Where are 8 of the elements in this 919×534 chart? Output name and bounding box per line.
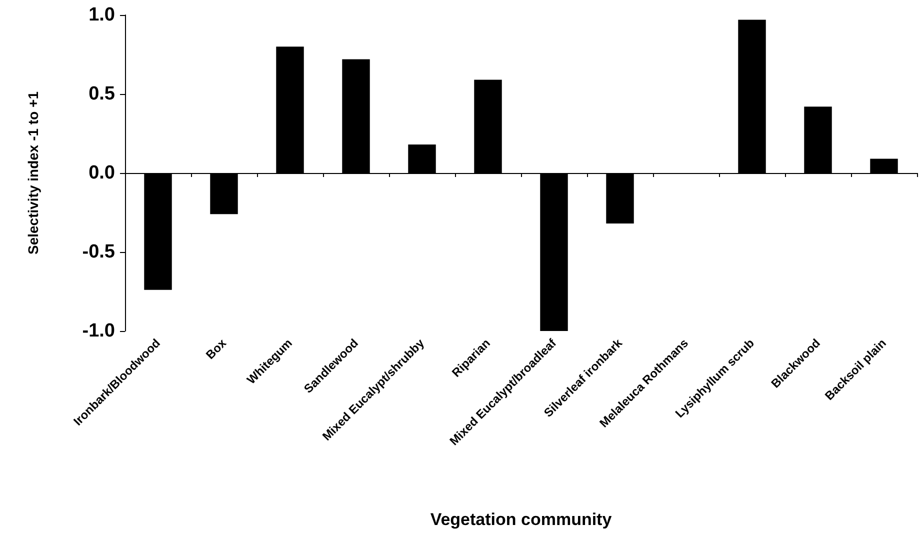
y-tick-label: -1.0 [82,320,115,342]
y-tick-label: -0.5 [82,242,116,262]
y-tick-label: 0.5 [88,84,116,104]
y-tick-label: 1.0 [88,4,115,26]
y-axis-title: Selectivity index -1 to +1 [25,91,41,255]
x-axis-title: Vegetation community [430,510,612,529]
y-tick-label: 0.0 [88,162,115,184]
x-tick-label: Box [203,336,230,362]
